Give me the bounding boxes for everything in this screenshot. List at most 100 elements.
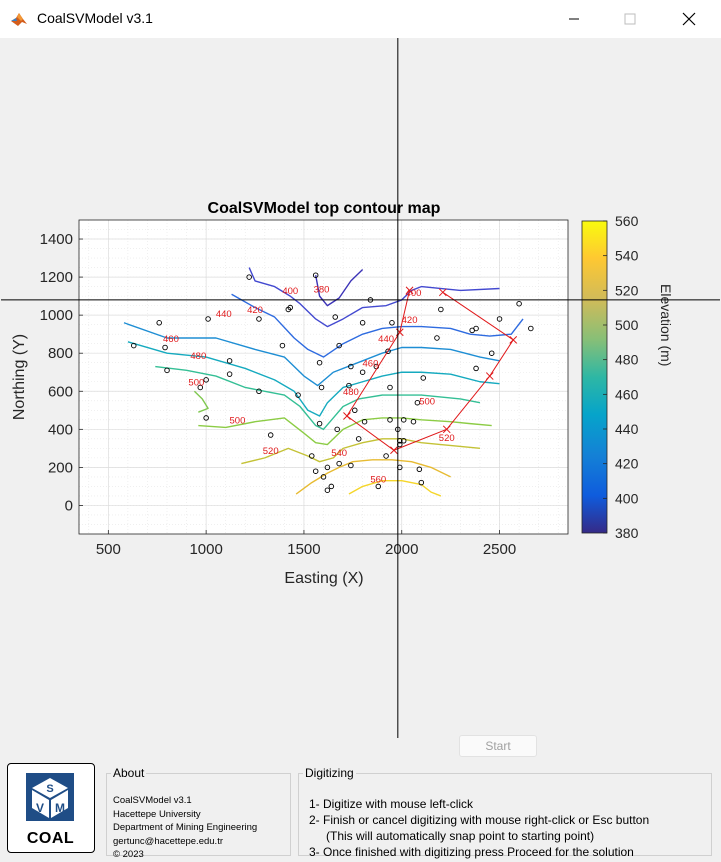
contour-line-500 xyxy=(193,390,209,413)
x-axis-ticks: 500 1000 1500 2000 2500 xyxy=(96,530,516,558)
y-tick-label: 1000 xyxy=(40,307,73,324)
well-marker xyxy=(420,375,427,381)
well-marker xyxy=(267,432,274,438)
well-marker xyxy=(332,314,338,320)
well-markers xyxy=(131,272,534,493)
well-marker xyxy=(348,462,354,469)
contour-label: 460 xyxy=(363,359,379,370)
x-tick-label: 2500 xyxy=(483,541,516,558)
colorbar-label: Elevation (m) xyxy=(658,284,674,366)
well-marker xyxy=(438,306,444,313)
well-marker xyxy=(469,327,475,334)
contour-line-400 xyxy=(248,267,500,328)
well-marker xyxy=(205,316,211,322)
about-line: gertunc@hacettepe.edu.tr xyxy=(113,835,223,847)
x-axis-label: Easting (X) xyxy=(284,570,363,587)
well-marker xyxy=(383,453,389,459)
minimize-icon xyxy=(569,18,579,20)
cube-logo-icon: S V M xyxy=(26,773,74,821)
colorbar-tick-label: 500 xyxy=(615,317,639,333)
polygon-vertex-marker xyxy=(485,372,494,380)
close-button[interactable] xyxy=(666,0,712,38)
colorbar xyxy=(581,220,608,534)
contour-label: 480 xyxy=(190,351,206,362)
well-marker xyxy=(318,384,325,391)
well-marker xyxy=(488,350,495,356)
crosshair-cursor xyxy=(1,38,720,738)
well-marker xyxy=(400,438,407,444)
polygon-vertex-marker xyxy=(442,425,451,434)
well-marker xyxy=(320,474,327,480)
colorbar-tick-label: 440 xyxy=(615,421,639,437)
polygon-edge xyxy=(346,290,514,451)
minimize-button[interactable] xyxy=(551,0,597,38)
well-marker xyxy=(387,417,393,423)
colorbar-tick-label: 460 xyxy=(615,386,639,402)
about-line: Department of Mining Engineering xyxy=(113,822,258,833)
logo-letter-v: V xyxy=(36,801,44,815)
contour-line-420 xyxy=(231,293,524,358)
contour-line-440 xyxy=(123,322,500,387)
polygon-vertex-marker xyxy=(509,336,518,344)
digitizing-title: Digitizing xyxy=(305,766,354,780)
matlab-app-icon xyxy=(11,13,27,26)
y-axis-ticks: 0 200 400 600 800 1000 1200 1400 xyxy=(40,231,83,514)
well-marker xyxy=(256,316,262,322)
about-line: CoalSVModel v3.1 xyxy=(113,795,192,806)
contour-label: 440 xyxy=(216,309,232,320)
y-tick-label: 600 xyxy=(48,383,73,400)
colorbar-tick-label: 400 xyxy=(615,490,639,506)
digitized-polygon xyxy=(343,286,518,455)
y-tick-label: 800 xyxy=(48,345,73,362)
well-marker xyxy=(246,274,252,280)
axes-box xyxy=(78,219,569,535)
start-button[interactable]: Start xyxy=(459,735,537,757)
y-tick-label: 0 xyxy=(65,497,73,514)
well-marker xyxy=(164,367,170,374)
contour-label: 400 xyxy=(282,286,298,297)
well-marker xyxy=(389,320,395,326)
x-tick-label: 2000 xyxy=(385,541,418,558)
contour-line-500 xyxy=(198,417,492,446)
well-marker xyxy=(496,316,503,322)
contour-lines xyxy=(123,267,524,497)
plot-title: CoalSVModel top contour map xyxy=(208,200,441,217)
contour-label: 500 xyxy=(188,378,204,389)
well-marker xyxy=(203,377,209,383)
polygon-vertex-marker xyxy=(343,412,351,420)
maximize-button[interactable] xyxy=(607,0,653,38)
well-marker xyxy=(346,382,352,389)
contour-label: 400 xyxy=(406,288,422,299)
well-marker xyxy=(156,320,162,326)
logo-letter-m: M xyxy=(55,801,65,815)
well-marker xyxy=(336,460,342,467)
contour-line-520 xyxy=(241,438,481,465)
well-marker xyxy=(416,466,423,473)
contour-label: 500 xyxy=(419,397,435,408)
contour-line-540 xyxy=(295,459,451,495)
well-marker xyxy=(197,384,204,391)
y-tick-label: 400 xyxy=(48,421,73,438)
y-tick-label: 1200 xyxy=(40,269,73,286)
logo-text: COAL xyxy=(26,830,75,847)
contour-label: 560 xyxy=(370,475,386,486)
contour-labels: 380 400 400 420 420 440 440 460 460 480 480 500 500 5… xyxy=(163,284,455,485)
digitizing-step-2-note: (This will automatically snap point to s… xyxy=(326,829,595,843)
well-marker xyxy=(256,388,262,395)
well-marker xyxy=(328,483,335,490)
well-marker xyxy=(352,407,358,414)
contour-line-560 xyxy=(348,480,442,497)
colorbar-tick-label: 540 xyxy=(615,248,639,264)
y-axis-label: Northing (Y) xyxy=(11,334,28,420)
x-tick-label: 1000 xyxy=(189,541,222,558)
contour-label: 540 xyxy=(331,448,347,459)
well-marker xyxy=(528,325,534,332)
colorbar-tick-label: 560 xyxy=(615,213,639,229)
contour-label: 440 xyxy=(378,334,394,345)
about-line: Hacettepe University xyxy=(113,808,201,820)
contour-label: 520 xyxy=(439,433,455,444)
well-marker xyxy=(355,436,362,442)
well-marker xyxy=(309,453,315,459)
well-marker xyxy=(359,369,366,375)
